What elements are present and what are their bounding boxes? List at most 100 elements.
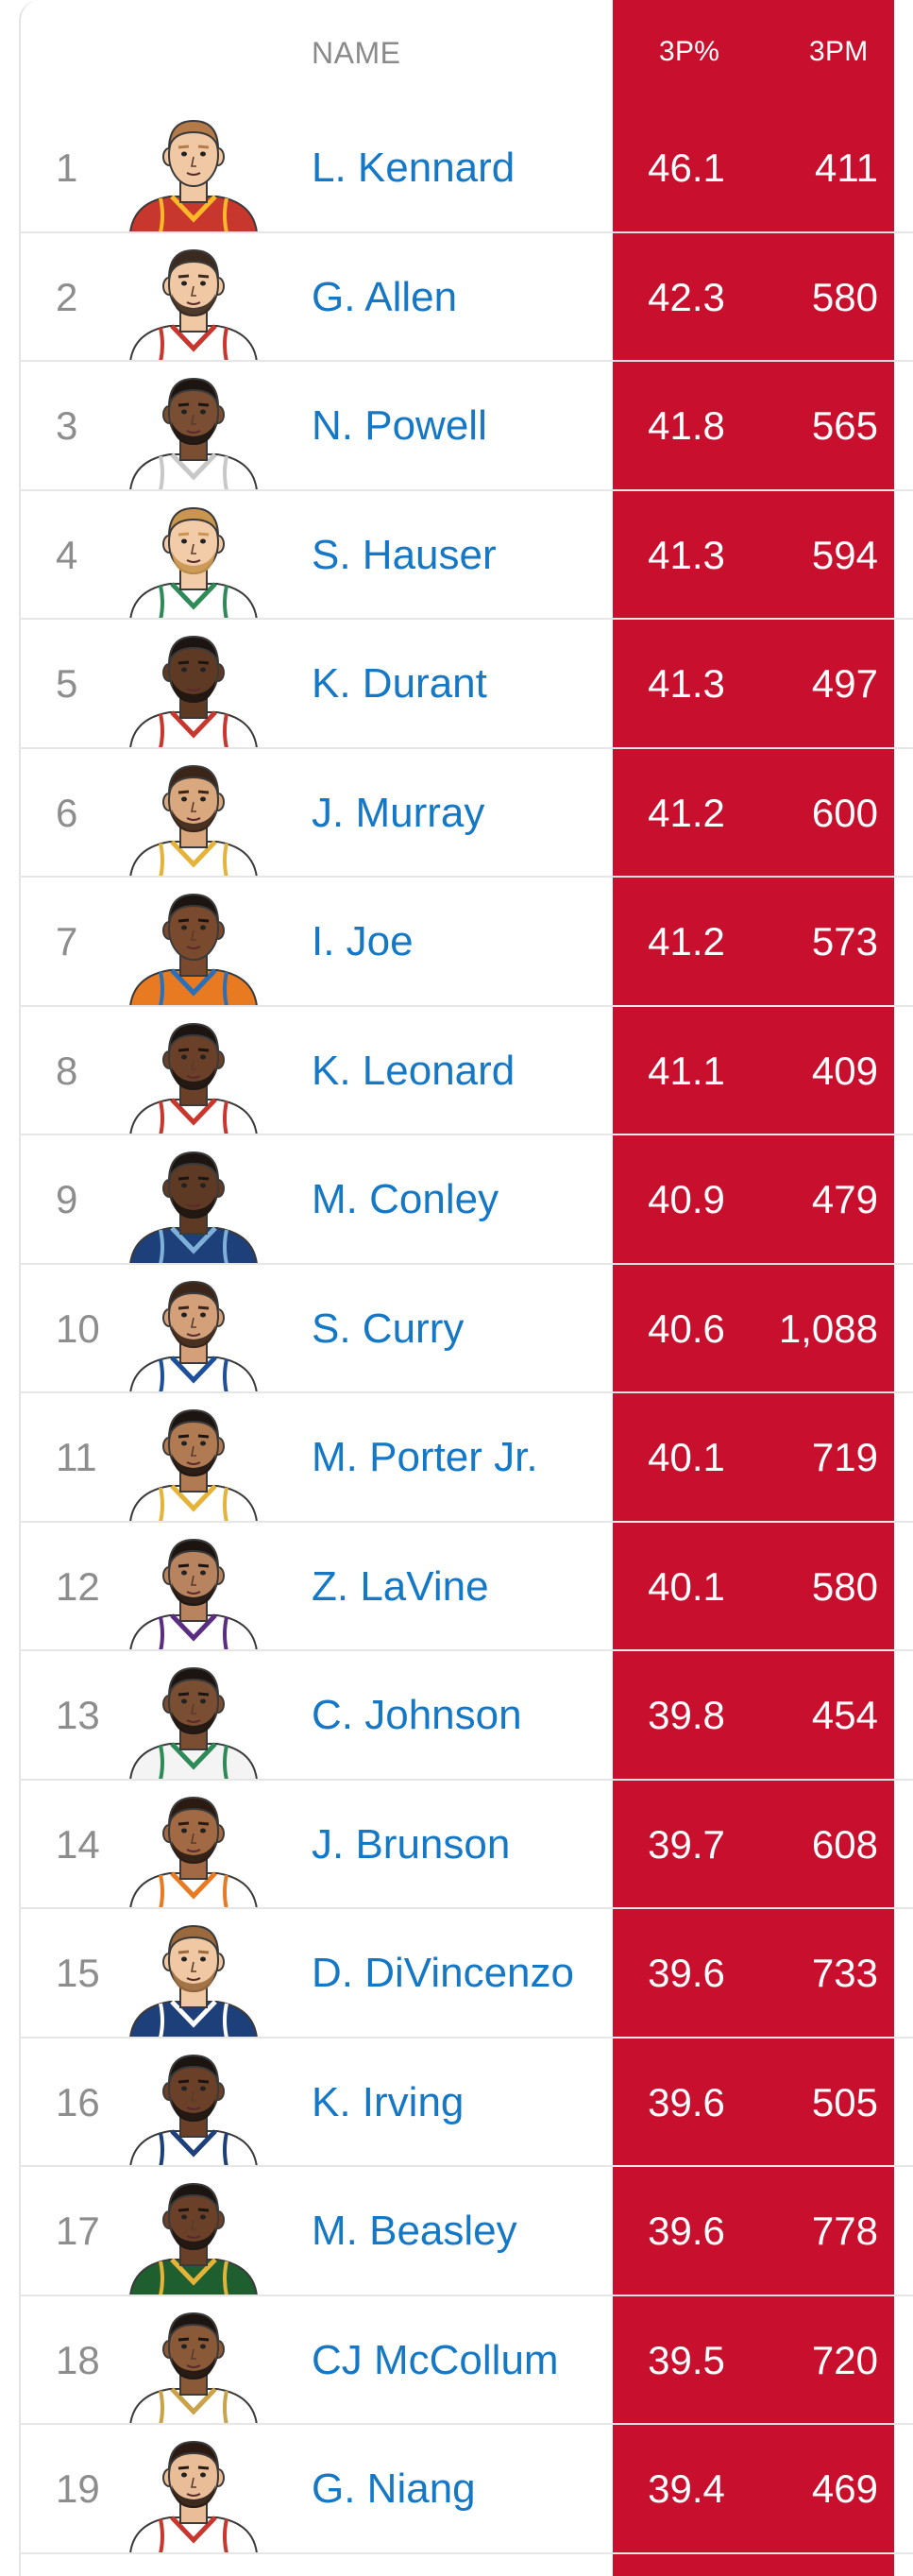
player-name-link[interactable]: I. Joe xyxy=(312,918,414,964)
player-headshot-illustration[interactable] xyxy=(123,2175,264,2296)
highlighted-stat-columns xyxy=(613,0,894,2576)
leaderboard-row[interactable]: 17 M. Beasley 39.6 778 xyxy=(0,2167,913,2296)
rank-number: 18 xyxy=(56,2337,100,2382)
player-name-link[interactable]: N. Powell xyxy=(312,402,487,449)
leaderboard-row[interactable]: 13 C. Johnson 39.8 454 xyxy=(0,1651,913,1781)
three-point-percentage: 41.2 xyxy=(648,790,725,835)
row-divider xyxy=(19,1907,913,1909)
row-divider xyxy=(19,2423,913,2425)
three-point-percentage: 39.4 xyxy=(648,2466,725,2511)
rank-number: 16 xyxy=(56,2079,100,2124)
row-divider xyxy=(19,746,913,749)
player-name-link[interactable]: CJ McCollum xyxy=(312,2336,559,2383)
player-name-link[interactable]: K. Durant xyxy=(312,660,487,707)
three-point-percentage: 39.6 xyxy=(648,2209,725,2253)
rank-number: 8 xyxy=(56,1048,78,1093)
leaderboard-row[interactable]: 2 G. Allen 42.3 580 xyxy=(0,233,913,363)
player-name-link[interactable]: K. Irving xyxy=(312,2078,465,2125)
row-divider xyxy=(19,2036,913,2039)
player-headshot-illustration[interactable] xyxy=(123,1015,264,1136)
leaderboard-row[interactable]: 19 G. Niang 39.4 469 xyxy=(0,2425,913,2554)
three-point-percentage: 41.8 xyxy=(648,403,725,448)
player-headshot-illustration[interactable] xyxy=(123,885,264,1007)
rank-number: 1 xyxy=(56,145,78,190)
player-headshot-illustration[interactable] xyxy=(123,241,264,363)
leaderboard-row[interactable]: 11 M. Porter Jr. 40.1 719 xyxy=(0,1393,913,1523)
player-headshot-illustration[interactable] xyxy=(123,1917,264,2039)
three-pointers-made: 720 xyxy=(811,2337,878,2382)
player-headshot-illustration[interactable] xyxy=(123,2304,264,2426)
three-point-percentage: 46.1 xyxy=(648,145,725,190)
leaderboard-row[interactable]: 12 Z. LaVine 40.1 580 xyxy=(0,1523,913,1652)
player-headshot-illustration[interactable] xyxy=(123,1530,264,1652)
column-header-3pm[interactable]: 3PM xyxy=(809,36,869,67)
rank-number: 7 xyxy=(56,919,78,964)
leaderboard-row[interactable]: 10 S. Curry 40.6 1,088 xyxy=(0,1265,913,1394)
three-point-percentage: 41.3 xyxy=(648,661,725,706)
three-point-percentage: 39.7 xyxy=(648,1821,725,1867)
player-name-link[interactable]: M. Conley xyxy=(312,1176,499,1222)
rank-number: 4 xyxy=(56,532,78,577)
table-header: NAME 3P% 3PM xyxy=(0,0,913,104)
player-headshot-illustration[interactable] xyxy=(123,2046,264,2168)
leaderboard-row[interactable]: 7 I. Joe 41.2 573 xyxy=(0,878,913,1007)
row-divider xyxy=(19,1649,913,1651)
leaderboard-row[interactable]: 1 L. Kennard 46.1 411 xyxy=(0,104,913,233)
leaderboard-row[interactable]: 5 K. Durant 41.3 497 xyxy=(0,620,913,749)
row-divider xyxy=(19,618,913,620)
player-name-link[interactable]: M. Porter Jr. xyxy=(312,1434,538,1480)
player-headshot-illustration[interactable] xyxy=(123,369,264,491)
player-headshot-illustration[interactable] xyxy=(123,499,264,621)
player-name-link[interactable]: D. DiVincenzo xyxy=(312,1950,574,1996)
rank-number: 11 xyxy=(56,1435,97,1479)
leaderboard-row[interactable]: 15 D. DiVincenzo 39.6 733 xyxy=(0,1909,913,2039)
player-name-link[interactable]: Z. LaVine xyxy=(312,1562,489,1610)
player-name-link[interactable]: J. Murray xyxy=(312,789,485,836)
player-name-link[interactable]: G. Niang xyxy=(312,2465,476,2512)
leaderboard-row[interactable]: 6 J. Murray 41.2 600 xyxy=(0,749,913,879)
leaderboard-row[interactable]: 3 N. Powell 41.8 565 xyxy=(0,362,913,491)
rank-number: 9 xyxy=(56,1177,78,1221)
row-divider xyxy=(19,230,913,233)
three-point-percentage: 41.3 xyxy=(648,532,725,577)
player-headshot-illustration[interactable] xyxy=(123,1401,264,1523)
player-headshot-illustration[interactable] xyxy=(123,1659,264,1781)
player-name-link[interactable]: L. Kennard xyxy=(312,145,516,191)
leaderboard-rows: 1 L. Kennard 46.1 411 2 G. Allen 42.3 580 3 N. Po… xyxy=(0,104,913,2554)
player-headshot-illustration[interactable] xyxy=(123,627,264,749)
row-divider xyxy=(19,1391,913,1393)
three-pointers-made: 479 xyxy=(811,1177,878,1221)
leaderboard-row[interactable]: 4 S. Hauser 41.3 594 xyxy=(0,491,913,621)
player-headshot-illustration[interactable] xyxy=(123,2432,264,2554)
player-name-link[interactable]: G. Allen xyxy=(312,273,458,320)
player-name-link[interactable]: K. Leonard xyxy=(312,1047,516,1094)
three-pointers-made: 733 xyxy=(811,1951,878,1995)
leaderboard-row[interactable]: 14 J. Brunson 39.7 608 xyxy=(0,1781,913,1910)
row-divider xyxy=(19,1004,913,1007)
three-point-percentage: 40.9 xyxy=(648,1177,725,1221)
leaderboard-row[interactable]: 16 K. Irving 39.6 505 xyxy=(0,2039,913,2168)
column-header-name[interactable]: NAME xyxy=(312,36,401,70)
three-pointers-made: 594 xyxy=(811,532,878,577)
three-pointers-made: 505 xyxy=(811,2079,878,2124)
player-name-link[interactable]: C. Johnson xyxy=(312,1692,522,1738)
leaderboard-row[interactable]: 9 M. Conley 40.9 479 xyxy=(0,1135,913,1265)
player-headshot-illustration[interactable] xyxy=(123,757,264,879)
leaderboard-row[interactable]: 18 CJ McCollum 39.5 720 xyxy=(0,2296,913,2426)
player-headshot-illustration[interactable] xyxy=(123,1143,264,1265)
column-header-3p-pct[interactable]: 3P% xyxy=(659,36,720,67)
player-headshot-illustration[interactable] xyxy=(123,1272,264,1394)
row-divider xyxy=(19,1520,913,1523)
player-name-link[interactable]: S. Hauser xyxy=(312,531,497,578)
player-name-link[interactable]: S. Curry xyxy=(312,1305,465,1352)
player-headshot-illustration[interactable] xyxy=(123,1788,264,1910)
player-headshot-illustration[interactable] xyxy=(123,111,264,233)
three-point-percentage: 41.1 xyxy=(648,1048,725,1093)
three-point-percentage: 40.1 xyxy=(648,1435,725,1479)
player-name-link[interactable]: J. Brunson xyxy=(312,1820,511,1868)
three-pointers-made: 600 xyxy=(811,790,878,835)
row-divider xyxy=(19,1134,913,1135)
player-name-link[interactable]: M. Beasley xyxy=(312,2208,517,2254)
leaderboard-row[interactable]: 8 K. Leonard 41.1 409 xyxy=(0,1007,913,1136)
